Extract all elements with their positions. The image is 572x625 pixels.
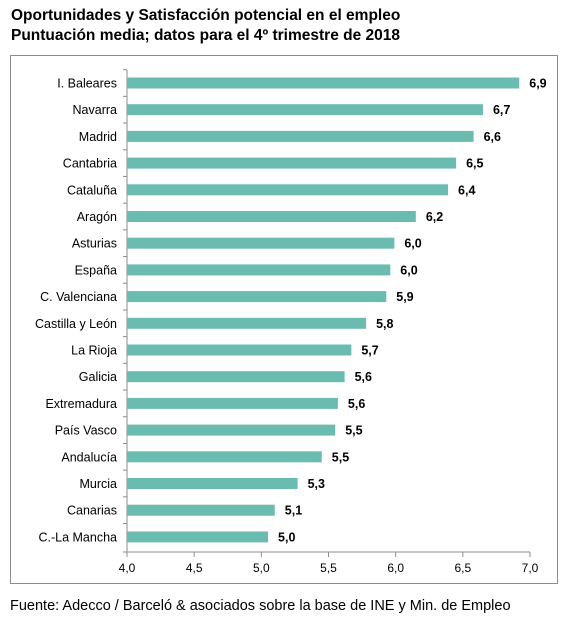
bar — [127, 424, 336, 436]
category-label: Andalucía — [61, 450, 117, 464]
bar — [127, 211, 416, 222]
bar — [127, 451, 322, 463]
chart-subtitle: Puntuación media; datos para el 4º trime… — [11, 27, 400, 44]
bar — [127, 264, 391, 276]
category-label: Cataluña — [67, 183, 117, 197]
bar — [127, 130, 474, 142]
bar — [127, 531, 269, 543]
bar-value-label: 6,2 — [426, 210, 443, 224]
bar-value-label: 6,0 — [400, 263, 417, 277]
bar — [127, 104, 483, 116]
bar-chart: 4,0 4,5 5,0 5,5 6,0 6,5 7,0 I. Baleares 6,9 Navar… — [35, 69, 547, 575]
x-tick-label: 5,5 — [320, 561, 337, 575]
bar — [127, 77, 520, 89]
category-label: Cantabria — [63, 157, 117, 171]
chart-frame: 4,0 4,5 5,0 5,5 6,0 6,5 7,0 I. Baleares 6,9 Navar… — [10, 55, 558, 584]
category-label: I. Baleares — [57, 77, 117, 91]
category-label: C.-La Mancha — [38, 530, 117, 544]
bar — [127, 478, 298, 489]
source-note: Fuente: Adecco / Barceló & asociados sob… — [10, 598, 511, 614]
category-label: Canarias — [67, 504, 117, 518]
bar-value-label: 6,6 — [484, 130, 501, 144]
category-label: Navarra — [73, 103, 118, 117]
bar — [127, 371, 345, 383]
bar-value-label: 6,9 — [529, 77, 546, 91]
category-label: Galicia — [79, 370, 117, 384]
x-tick-label: 4,5 — [186, 561, 203, 575]
bar — [127, 157, 457, 169]
chart-title: Oportunidades y Satisfacción potencial e… — [11, 7, 401, 24]
bar — [127, 237, 395, 249]
bar-value-label: 5,1 — [285, 504, 302, 518]
category-label: Extremadura — [45, 397, 117, 411]
category-label: La Rioja — [71, 344, 117, 358]
bar-value-label: 5,7 — [361, 344, 378, 358]
bar-value-label: 5,3 — [308, 477, 325, 491]
category-label: Asturias — [72, 237, 117, 251]
category-label: Madrid — [79, 130, 117, 144]
x-tick-label: 6,0 — [387, 561, 404, 575]
bar-value-label: 6,0 — [404, 237, 421, 251]
bar-value-label: 5,5 — [332, 450, 349, 464]
bar-value-label: 6,4 — [458, 183, 475, 197]
category-label: Murcia — [79, 477, 117, 491]
bar-value-label: 6,7 — [493, 103, 510, 117]
x-tick-label: 5,0 — [253, 561, 270, 575]
bar-value-label: 6,5 — [466, 157, 483, 171]
x-tick-label: 7,0 — [522, 561, 539, 575]
bar-value-label: 5,6 — [348, 397, 365, 411]
bar-value-label: 5,8 — [376, 317, 393, 331]
bar — [127, 317, 367, 329]
bar — [127, 397, 338, 409]
bar — [127, 184, 449, 196]
x-tick-label: 4,0 — [119, 561, 136, 575]
category-label: España — [75, 263, 117, 277]
bar-value-label: 5,6 — [355, 370, 372, 384]
x-tick-label: 6,5 — [454, 561, 471, 575]
bar-value-label: 5,5 — [345, 424, 362, 438]
bar — [127, 504, 275, 516]
category-label: Aragón — [77, 210, 117, 224]
bar-value-label: 5,0 — [278, 530, 295, 544]
bar — [127, 291, 387, 303]
category-label: Castilla y León — [35, 317, 117, 331]
bar-value-label: 5,9 — [396, 290, 413, 304]
category-label: País Vasco — [55, 424, 117, 438]
bar — [127, 344, 352, 356]
category-label: C. Valenciana — [40, 290, 117, 304]
